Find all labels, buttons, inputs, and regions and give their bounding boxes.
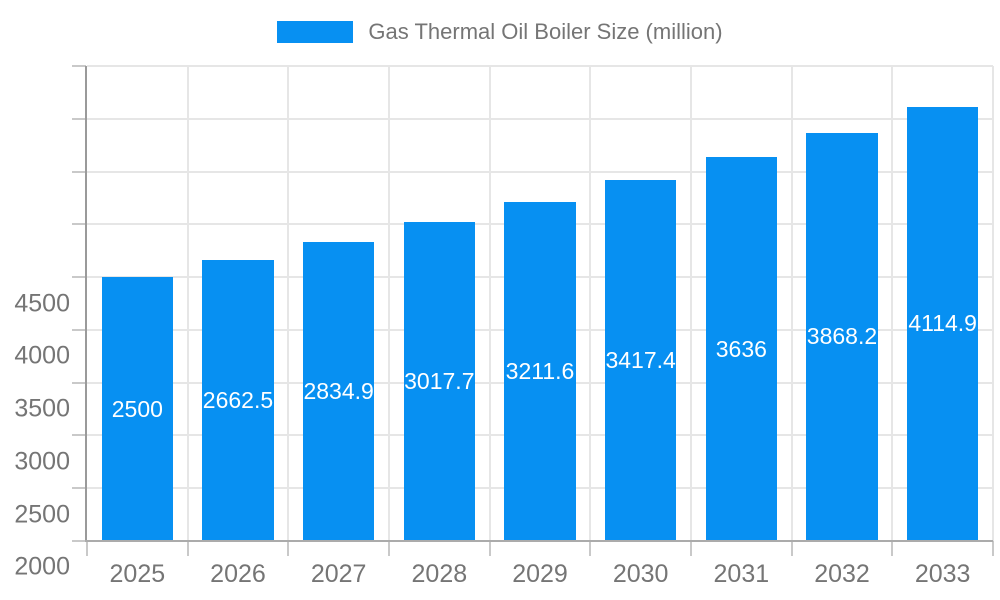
y-axis-tick	[72, 328, 86, 331]
bar: 3017.7	[403, 222, 476, 541]
x-axis-line	[85, 540, 993, 542]
y-axis-tick	[72, 117, 86, 120]
y-axis-label: 4000	[14, 341, 70, 370]
legend-label: Gas Thermal Oil Boiler Size (million)	[368, 19, 723, 44]
bar-value-label: 2834.9	[303, 377, 374, 404]
bar: 3868.2	[806, 132, 878, 541]
bar-value-label: 3417.4	[605, 347, 676, 374]
x-axis-tick	[186, 541, 189, 556]
h-gridline	[87, 117, 993, 120]
bar: 4114.9	[906, 106, 979, 541]
v-gridline	[891, 66, 894, 541]
y-axis-tick	[72, 65, 86, 67]
bar: 2834.9	[302, 241, 375, 541]
v-gridline	[287, 66, 290, 541]
bar-value-label: 3636	[715, 335, 767, 362]
legend-item[interactable]: Gas Thermal Oil Boiler Size (million)	[0, 19, 1000, 45]
bar: 2662.5	[202, 259, 274, 541]
y-axis-tick	[72, 276, 86, 279]
y-axis-line	[85, 66, 87, 541]
x-axis-label: 2033	[914, 560, 971, 588]
y-axis-label: 3500	[14, 394, 70, 423]
y-axis-tick	[72, 434, 86, 437]
x-axis-label: 2032	[814, 560, 870, 588]
x-axis-tick	[992, 541, 994, 556]
x-axis-tick	[891, 541, 894, 556]
v-gridline	[186, 66, 189, 541]
bar-value-label: 2500	[111, 395, 163, 422]
y-axis-tick	[72, 540, 86, 542]
x-axis-tick	[287, 541, 290, 556]
x-axis-label: 2027	[310, 560, 367, 588]
bar: 2500	[101, 277, 174, 541]
v-gridline	[488, 66, 491, 541]
legend-swatch	[277, 21, 354, 43]
v-gridline	[790, 66, 793, 541]
x-axis-label: 2025	[109, 560, 166, 588]
y-axis-tick	[72, 170, 86, 173]
bar: 3636	[705, 157, 778, 541]
y-axis-tick	[72, 487, 86, 490]
x-axis-tick	[689, 541, 692, 556]
x-axis-label: 2026	[210, 560, 266, 588]
plot-area: 0500100015002000250030003500400045002025…	[14, 65, 994, 587]
bar-value-label: 3868.2	[806, 323, 878, 350]
x-axis-tick	[387, 541, 390, 556]
bar: 3417.4	[604, 180, 677, 541]
x-axis-tick	[589, 541, 592, 556]
v-gridline	[387, 66, 390, 541]
x-axis-label: 2029	[512, 560, 568, 588]
v-gridline	[689, 66, 692, 541]
y-axis-label: 4500	[14, 289, 70, 317]
bar-value-label: 2662.5	[202, 386, 274, 413]
bar: 3211.6	[504, 202, 576, 541]
y-axis-tick	[72, 223, 86, 226]
y-axis-label: 3000	[14, 447, 70, 476]
h-gridline	[87, 170, 993, 173]
x-axis-tick	[790, 541, 793, 556]
x-axis-label: 2031	[713, 560, 770, 588]
bar-value-label: 3211.6	[505, 358, 575, 384]
x-axis-label: 2028	[411, 560, 468, 588]
bar-value-label: 4114.9	[908, 310, 977, 337]
y-axis-label: 2000	[14, 552, 70, 581]
x-axis-tick	[86, 541, 88, 556]
v-gridline	[589, 66, 592, 541]
v-gridline	[992, 66, 994, 541]
x-axis-tick	[488, 541, 491, 556]
y-axis-tick	[72, 381, 86, 384]
h-gridline	[87, 65, 993, 67]
y-axis-label: 2500	[14, 500, 70, 529]
x-axis-label: 2030	[612, 560, 669, 588]
bar-value-label: 3017.7	[404, 368, 475, 395]
